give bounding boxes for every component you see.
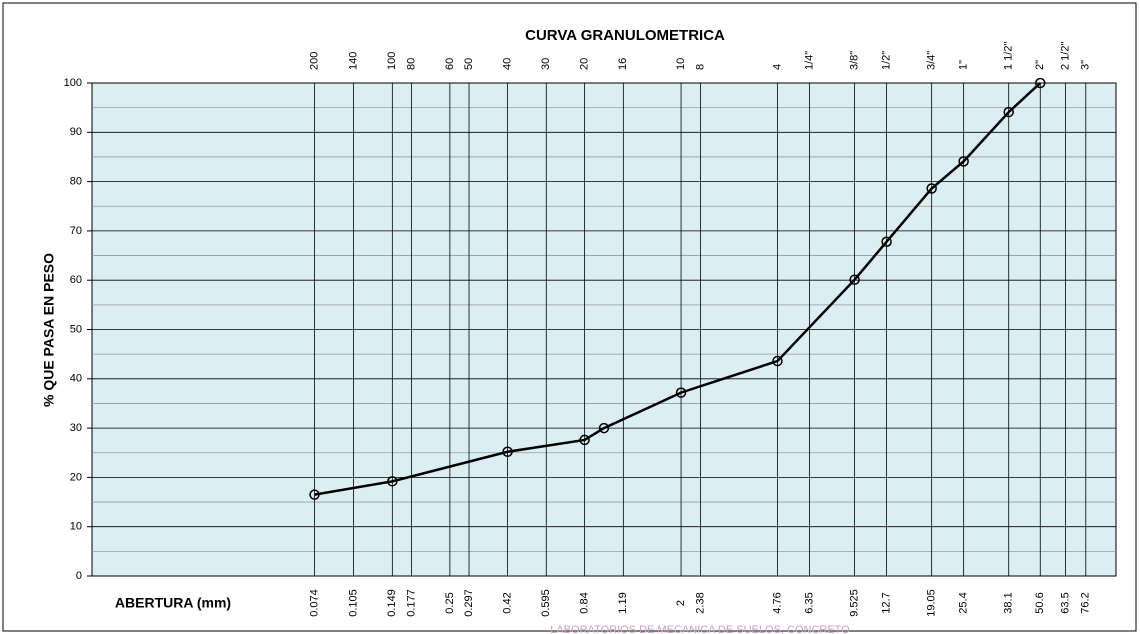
data-point: [958, 156, 969, 167]
x-tick-label: 4.76: [771, 592, 783, 613]
x-tick-label: 0.595: [540, 589, 552, 617]
sieve-label: 1/2": [880, 51, 892, 70]
x-tick-label: 1.19: [617, 592, 629, 613]
sieve-label: 2": [1034, 60, 1046, 70]
y-tick-label: 100: [64, 77, 82, 89]
data-line: [314, 82, 1042, 496]
sieve-label: 3": [1080, 60, 1092, 70]
sieve-label: 100: [386, 52, 398, 70]
x-tick-label: 9.525: [848, 589, 860, 617]
chart-title: CURVA GRANULOMETRICA: [525, 27, 725, 44]
sieve-label: 10: [675, 58, 687, 70]
y-axis-label: % QUE PASA EN PESO: [41, 253, 57, 407]
x-tick-label: 76.2: [1080, 592, 1092, 613]
x-tick-label: 0.177: [405, 589, 417, 617]
sieve-label: 1": [958, 60, 970, 70]
sieve-label: 3/8": [848, 51, 860, 70]
x-tick-label: 12.7: [880, 592, 892, 613]
y-tick-label: 0: [76, 570, 82, 582]
data-point: [772, 355, 783, 367]
x-tick-label: 25.4: [958, 592, 970, 613]
x-tick-label: 0.84: [579, 592, 591, 613]
x-tick-label: 0.105: [347, 589, 359, 617]
sieve-label: 140: [347, 52, 359, 70]
data-point: [598, 422, 610, 434]
x-tick-label: 0.074: [308, 589, 320, 617]
sieve-label: 50: [463, 58, 475, 70]
x-tick-label: 0.42: [501, 592, 513, 613]
sieve-label: 16: [617, 58, 629, 70]
sieve-label: 3/4": [926, 51, 938, 70]
sieve-label: 8: [694, 64, 706, 70]
data-point: [675, 387, 687, 398]
x-tick-label: 0.25: [444, 592, 456, 613]
y-tick-label: 20: [70, 471, 82, 483]
watermark: LABORATORIOS DE MECANICA DE SUELOS, CONC…: [550, 624, 850, 634]
x-tick-label: 0.149: [386, 589, 398, 617]
sieve-label: 60: [444, 58, 456, 70]
data-point: [849, 274, 860, 285]
data-point: [579, 434, 590, 446]
sieve-label: 1 1/2": [1003, 42, 1015, 70]
data-point: [881, 236, 892, 247]
data-point: [926, 183, 937, 194]
y-tick-label: 60: [70, 274, 82, 286]
x-tick-label: 6.35: [803, 592, 815, 613]
data-point: [1035, 77, 1046, 89]
sieve-label: 1/4": [803, 51, 815, 70]
sieve-label: 20: [579, 58, 591, 70]
y-tick-label: 50: [70, 323, 82, 335]
x-tick-label: 38.1: [1003, 592, 1015, 613]
sieve-label: 80: [405, 58, 417, 70]
data-point: [502, 446, 513, 458]
x-tick-label: 2.38: [694, 592, 706, 613]
sieve-label: 4: [771, 64, 783, 70]
y-tick-label: 30: [70, 422, 82, 434]
y-tick-label: 10: [70, 521, 82, 533]
y-tick-label: 70: [70, 225, 82, 237]
x-tick-label: 50.6: [1034, 592, 1046, 613]
data-point: [387, 476, 398, 487]
x-tick-label: 2: [675, 600, 687, 606]
y-tick-label: 40: [70, 373, 82, 385]
data-point: [309, 489, 320, 500]
x-axis-label: ABERTURA (mm): [115, 595, 231, 611]
sieve-label: 30: [540, 58, 552, 70]
sieve-label: 2 1/2": [1059, 42, 1071, 70]
data-point: [1003, 106, 1014, 118]
x-tick-label: 19.05: [926, 589, 938, 617]
sieve-label: 40: [501, 58, 513, 70]
x-tick-label: 0.297: [463, 589, 475, 617]
y-tick-label: 90: [70, 126, 82, 138]
y-tick-label: 80: [70, 176, 82, 188]
x-tick-label: 63.5: [1059, 592, 1071, 613]
sieve-label: 200: [308, 52, 320, 70]
